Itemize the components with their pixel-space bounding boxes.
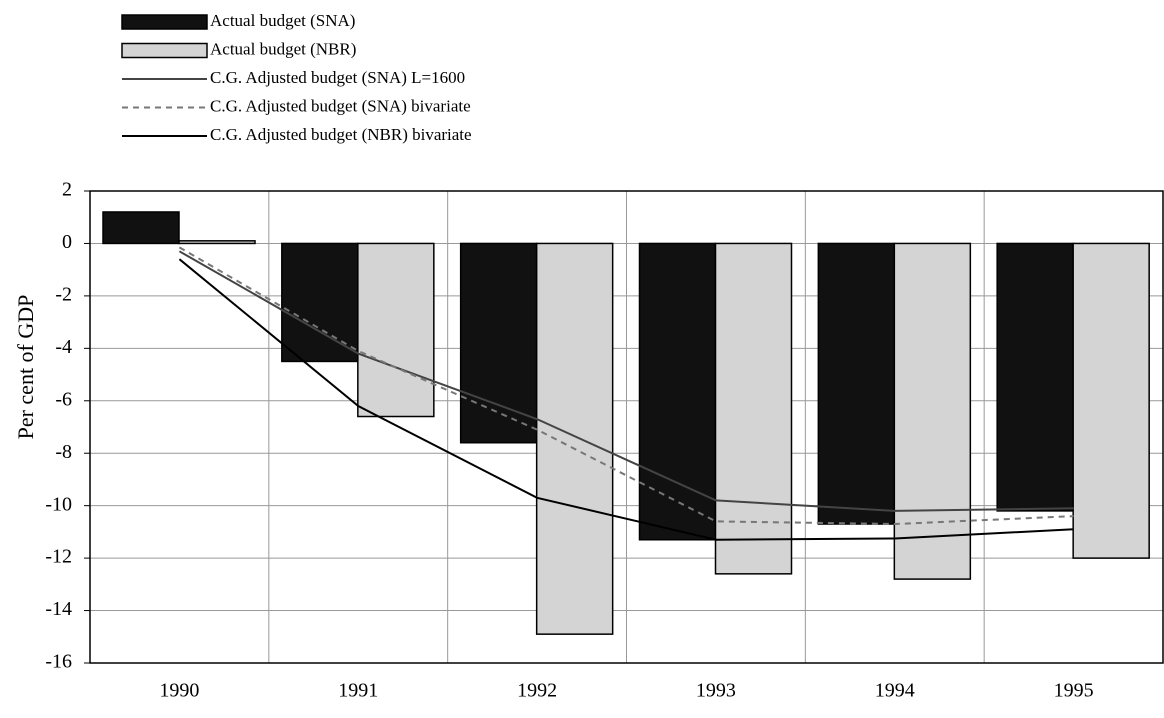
bar bbox=[102, 211, 180, 245]
y-axis-label: Per cent of GDP bbox=[13, 295, 38, 440]
y-tick-label: -12 bbox=[45, 546, 72, 568]
bar bbox=[638, 242, 717, 541]
line bbox=[178, 250, 1074, 512]
x-tick-label: 1993 bbox=[696, 680, 736, 702]
bar bbox=[817, 242, 896, 525]
bar bbox=[357, 242, 435, 418]
line bbox=[178, 258, 1074, 541]
legend-label: C.G. Adjusted budget (SNA) bivariate bbox=[210, 96, 471, 115]
bar bbox=[535, 242, 614, 635]
legend-label: Actual budget (NBR) bbox=[210, 39, 356, 58]
y-tick-label: 2 bbox=[62, 179, 72, 201]
legend-swatch bbox=[121, 14, 208, 30]
bar bbox=[893, 242, 972, 580]
x-tick-label: 1991 bbox=[338, 680, 378, 702]
y-tick-label: -2 bbox=[55, 283, 72, 305]
y-tick-label: -6 bbox=[55, 388, 72, 410]
bar bbox=[459, 242, 538, 444]
x-tick-label: 1995 bbox=[1054, 680, 1094, 702]
legend-label: C.G. Adjusted budget (SNA) L=1600 bbox=[210, 68, 465, 87]
bar bbox=[281, 242, 359, 363]
y-tick-label: -10 bbox=[45, 493, 72, 515]
bar bbox=[714, 242, 793, 575]
legend-swatch bbox=[121, 42, 208, 59]
y-tick-label: -14 bbox=[45, 598, 72, 620]
y-tick-label: -8 bbox=[55, 441, 72, 463]
legend-label: C.G. Adjusted budget (NBR) bivariate bbox=[210, 125, 472, 144]
legend-label: Actual budget (SNA) bbox=[210, 11, 355, 30]
y-tick-label: -16 bbox=[45, 651, 72, 673]
x-tick-label: 1990 bbox=[159, 680, 199, 702]
bar bbox=[996, 242, 1074, 512]
y-tick-label: -4 bbox=[55, 336, 72, 358]
y-tick-label: 0 bbox=[62, 231, 72, 253]
bar bbox=[1072, 242, 1150, 559]
x-tick-label: 1994 bbox=[875, 680, 915, 702]
x-tick-label: 1992 bbox=[517, 680, 557, 702]
plot-frame bbox=[89, 190, 1164, 664]
bar bbox=[178, 240, 256, 245]
